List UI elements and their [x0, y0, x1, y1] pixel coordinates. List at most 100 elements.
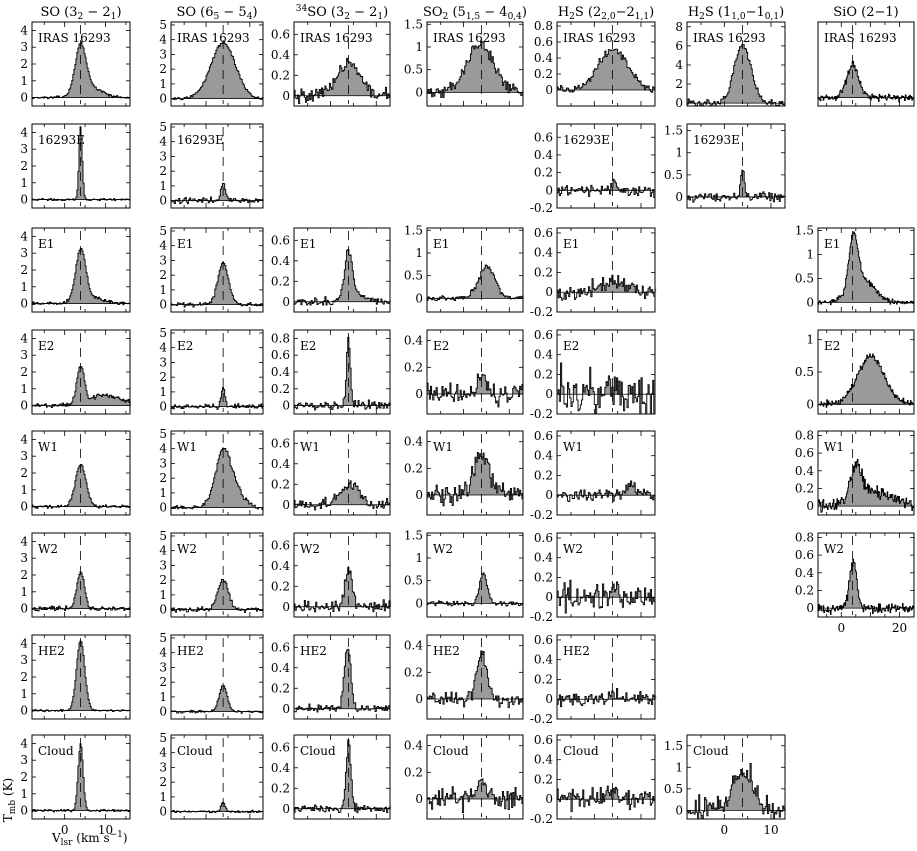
column-title-so2-part: 2	[443, 12, 449, 22]
panel-frame	[293, 532, 391, 618]
spectrum-fill	[557, 786, 657, 800]
panel-frame	[556, 734, 656, 820]
y-tick-label: 1	[159, 486, 167, 500]
panel-label: E2	[563, 339, 579, 353]
panel-frame	[556, 532, 656, 618]
panel-sio-w2: 0 20 0 0.2 0.4 0.6 0.8 W2	[795, 530, 915, 635]
y-tick-label: 5	[159, 529, 167, 543]
panel-frame	[556, 227, 656, 313]
panel-label: IRAS 16293	[433, 31, 506, 45]
spectrum-line	[427, 264, 524, 301]
column-title-34so_32_21-part: − 2	[350, 5, 377, 20]
panel-frame	[426, 634, 524, 720]
panel-label: E1	[433, 237, 449, 251]
y-tick-label: 2	[159, 775, 167, 789]
y-tick-label: 8	[675, 20, 683, 34]
y-tick-label: 0.2	[404, 765, 423, 779]
y-tick-label: 4	[675, 58, 683, 72]
y-tick-label: 0.6	[534, 531, 553, 545]
y-tick-label: 0	[159, 194, 167, 208]
spectrum-line	[294, 566, 391, 613]
y-tick-label: 3	[20, 246, 28, 260]
y-tick-label: 3	[159, 558, 167, 572]
panel-so2-w2: 0 0.5 1 1.5 W2	[404, 528, 525, 618]
spectrum-fill	[32, 366, 131, 406]
y-tick-label: 1	[159, 179, 167, 193]
column-title-34so_32_21-part: 2	[344, 12, 350, 22]
y-tick-label: 0	[806, 397, 814, 411]
x-tick-label: 20	[892, 621, 907, 635]
panel-h2s_110-cloud: 0 10 0 0.5 1 1.5 Cloud	[664, 734, 787, 837]
y-tick-label: 0.6	[271, 27, 290, 41]
spectrum-fill	[171, 387, 265, 407]
spectrum-line	[294, 739, 391, 814]
y-tick-label: 0.2	[271, 68, 290, 82]
spectrum-fill	[818, 559, 915, 609]
y-tick-label: 0	[545, 83, 553, 97]
panel-frame	[170, 532, 264, 618]
panel-label: E1	[177, 237, 193, 251]
y-tick-label: 0.4	[534, 348, 553, 362]
panel-h2s_220-w1: -0.2 0 0.2 0.4 0.6 W1	[530, 429, 657, 522]
panel-sio-e1: 0 0.5 1 1.5 E1	[795, 223, 915, 313]
panel-frame	[170, 123, 264, 209]
column-title-h2s_220-part: 2,0	[601, 12, 616, 22]
y-tick-label: 0	[20, 399, 28, 413]
y-tick-label: 0.4	[271, 365, 290, 379]
y-tick-label: 0.6	[534, 733, 553, 747]
y-tick-label: 2	[159, 164, 167, 178]
panel-label: W1	[38, 440, 58, 454]
y-tick-label: 3	[159, 660, 167, 674]
y-tick-label: 0.2	[271, 579, 290, 593]
spectrum-line	[171, 802, 264, 814]
y-tick-label: 1	[159, 690, 167, 704]
panel-label: Cloud	[38, 744, 74, 758]
y-axis-title-part: T	[1, 814, 15, 822]
y-tick-label: 1	[20, 687, 28, 701]
spectrum-fill	[32, 464, 131, 507]
spectrum-line	[171, 578, 264, 613]
panel-frame	[817, 430, 915, 516]
panel-label: E2	[300, 339, 316, 353]
y-tick-label: 0.4	[404, 739, 423, 753]
panel-34so_32_21-e2: 0 0.2 0.4 0.6 0.8 E2	[271, 329, 392, 415]
spectrum-line	[427, 778, 524, 814]
panel-frame	[556, 21, 656, 107]
y-tick-label: 0.4	[404, 639, 423, 653]
y-tick-label: 0	[282, 600, 290, 614]
y-tick-label: 4	[159, 341, 167, 355]
y-tick-label: 1.5	[404, 17, 423, 31]
spectrum-fill	[557, 363, 657, 395]
x-tick-label: 0	[721, 823, 729, 837]
panel-label: IRAS 16293	[177, 31, 250, 45]
y-tick-label: 4	[159, 544, 167, 558]
y-tick-label: 0.2	[534, 166, 553, 180]
panel-label: Cloud	[300, 744, 336, 758]
spectrum-line	[294, 648, 391, 713]
panel-frame	[426, 430, 524, 516]
y-tick-label: 0	[20, 193, 28, 207]
panel-h2s_220-e1: -0.2 0 0.2 0.4 0.6 E1	[530, 226, 657, 319]
panel-label: W1	[824, 440, 844, 454]
y-tick-label: 1	[159, 588, 167, 602]
y-tick-label: 0.4	[534, 246, 553, 260]
column-title-so_32_21-part: 2	[78, 12, 84, 22]
y-tick-label: 3	[20, 449, 28, 463]
y-tick-label: 2	[20, 670, 28, 684]
panel-frame	[293, 430, 391, 516]
y-tick-label: 1	[415, 551, 423, 565]
y-tick-label: 0.4	[534, 51, 553, 65]
y-axis-title-part: (K)	[1, 778, 15, 800]
x-tick-label: 0	[61, 823, 69, 837]
y-tick-label: 0.6	[271, 233, 290, 247]
y-tick-label: 1	[20, 176, 28, 190]
panel-h2s_110-iras-16293: 0 2 4 6 8 IRAS 16293	[675, 20, 787, 110]
panel-label: Cloud	[177, 744, 213, 758]
y-tick-label: 0.4	[271, 661, 290, 675]
y-tick-label: 1	[20, 483, 28, 497]
y-tick-label: 0	[806, 295, 814, 309]
panel-so2-e1: 0 0.5 1 1.5 E1	[404, 223, 525, 313]
y-tick-label: 0	[545, 692, 553, 706]
y-tick-label: 4	[20, 636, 28, 650]
